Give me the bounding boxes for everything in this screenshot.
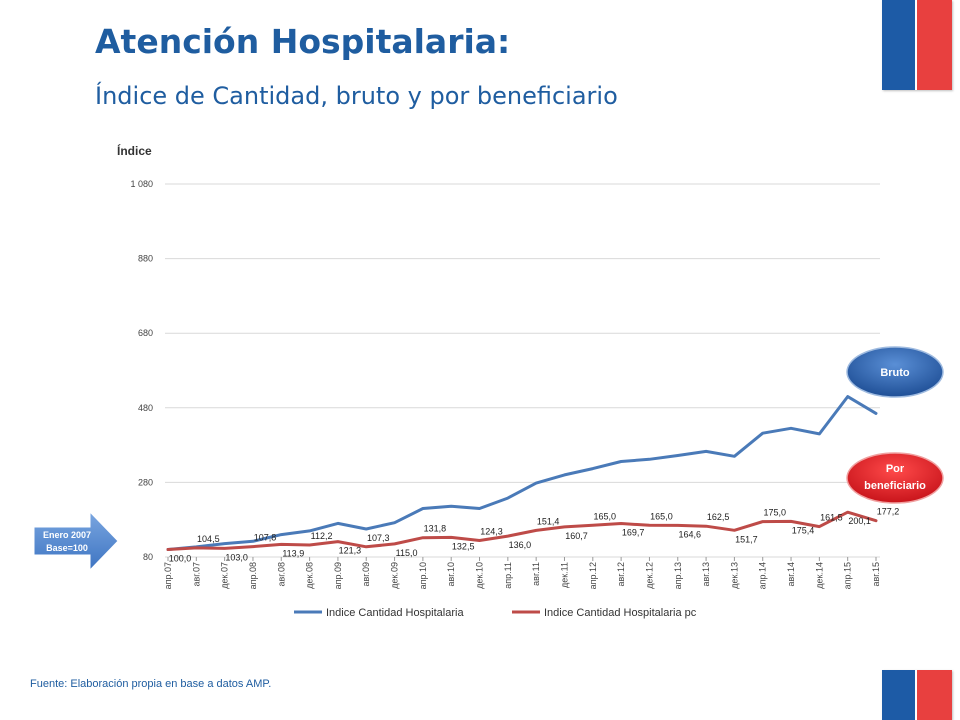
por-beneficiario-callout-line1: Por bbox=[886, 463, 905, 475]
data-label: 162,5 bbox=[707, 512, 730, 522]
series-lines bbox=[166, 395, 878, 551]
bruto-callout: Bruto bbox=[846, 346, 944, 398]
por-beneficiario-callout-line2: beneficiario bbox=[864, 480, 926, 492]
data-label: 161,5 bbox=[820, 513, 843, 523]
data-label: 107,3 bbox=[367, 533, 390, 543]
x-tick-label: авг.15 bbox=[871, 562, 881, 586]
x-tick-label: дек.08 bbox=[305, 562, 315, 589]
data-label: 100,0 bbox=[169, 554, 192, 564]
data-label: 175,4 bbox=[792, 525, 815, 535]
data-label: 164,6 bbox=[678, 529, 701, 539]
x-tick-label: апр.09 bbox=[333, 562, 343, 589]
series-line-1 bbox=[166, 395, 878, 551]
x-tick-label: дек.13 bbox=[729, 562, 739, 589]
legend: Indice Cantidad Hospitalaria Indice Cant… bbox=[294, 607, 697, 619]
data-label: 151,7 bbox=[735, 534, 758, 544]
y-tick-label: 680 bbox=[138, 328, 153, 338]
x-tick-label: авг.11 bbox=[531, 562, 541, 586]
base-arrow-callout: Enero 2007 Base=100 bbox=[33, 510, 119, 572]
data-label: 165,0 bbox=[594, 511, 617, 521]
chile-flag-bottom-logo bbox=[882, 670, 952, 720]
x-tick-label: авг.12 bbox=[616, 562, 626, 586]
x-tick-label: авг.14 bbox=[786, 562, 796, 586]
data-label: 165,0 bbox=[650, 511, 673, 521]
y-axis-title: Índice bbox=[117, 143, 152, 158]
x-tick-label: апр.11 bbox=[503, 562, 513, 589]
data-label: 169,7 bbox=[622, 528, 645, 538]
x-tick-label: апр.08 bbox=[248, 562, 258, 589]
data-label: 132,5 bbox=[452, 541, 475, 551]
data-label: 112,2 bbox=[311, 531, 333, 541]
source-note: Fuente: Elaboración propia en base a dat… bbox=[30, 678, 272, 690]
bruto-callout-label: Bruto bbox=[880, 367, 910, 379]
x-tick-label: апр.12 bbox=[588, 562, 598, 589]
y-tick-label: 80 bbox=[143, 552, 153, 562]
data-label: 200,1 bbox=[848, 516, 871, 526]
x-tick-label: апр.13 bbox=[673, 562, 683, 589]
x-tick-label: авг.08 bbox=[276, 562, 286, 586]
x-tick-label: авг.07 bbox=[191, 562, 201, 586]
y-tick-label: 280 bbox=[138, 477, 153, 487]
legend-label-1: Indice Cantidad Hospitalaria bbox=[326, 607, 464, 619]
x-tick-label: дек.07 bbox=[220, 562, 230, 589]
x-tick-label: апр.07 bbox=[163, 562, 173, 589]
data-label: 115,0 bbox=[396, 548, 418, 558]
por-beneficiario-callout: Por beneficiario bbox=[846, 452, 944, 504]
data-label: 104,5 bbox=[197, 534, 220, 544]
x-tick-label: апр.10 bbox=[418, 562, 428, 589]
chile-flag-top-logo bbox=[882, 0, 952, 90]
data-label: 177,2 bbox=[877, 507, 900, 517]
page-title: Atención Hospitalaria: bbox=[95, 22, 511, 61]
y-tick-label: 480 bbox=[138, 403, 153, 413]
data-label: 151,4 bbox=[537, 516, 560, 526]
data-label: 131,8 bbox=[424, 524, 447, 534]
x-tick-label: апр.14 bbox=[758, 562, 768, 589]
x-tick-label: авг.10 bbox=[446, 562, 456, 586]
base-arrow-line1: Enero 2007 bbox=[43, 530, 91, 540]
y-tick-label: 1 080 bbox=[130, 179, 153, 189]
data-label: 107,8 bbox=[254, 533, 277, 543]
y-tick-label: 880 bbox=[138, 254, 153, 264]
series-line-2 bbox=[166, 510, 878, 551]
data-label: 121,3 bbox=[339, 546, 362, 556]
base-arrow-line2: Base=100 bbox=[46, 543, 88, 553]
data-label: 124,3 bbox=[480, 526, 503, 536]
data-labels: 100,0 104,5 103,0 107,8 113,9 112,2 121,3 107,3… bbox=[169, 507, 900, 564]
x-tick-label: авг.09 bbox=[361, 562, 371, 586]
x-tick-label: апр.15 bbox=[843, 562, 853, 589]
x-tick-label: дек.14 bbox=[814, 562, 824, 589]
x-tick-label: дек.11 bbox=[559, 562, 569, 588]
x-tick-label: дек.09 bbox=[390, 562, 400, 589]
y-tick-labels: 80 280 480 680 880 1 080 bbox=[130, 179, 153, 562]
data-label: 113,9 bbox=[282, 548, 304, 558]
x-tick-label: дек.12 bbox=[644, 562, 654, 589]
grid-lines bbox=[165, 183, 880, 558]
page-subtitle: Índice de Cantidad, bruto y por benefici… bbox=[95, 82, 618, 110]
data-label: 160,7 bbox=[565, 531, 588, 541]
data-label: 136,0 bbox=[509, 540, 532, 550]
x-tick-label: дек.10 bbox=[475, 562, 485, 589]
legend-label-2: Indice Cantidad Hospitalaria pc bbox=[544, 607, 697, 619]
data-label: 175,0 bbox=[763, 508, 786, 518]
data-label: 103,0 bbox=[225, 552, 248, 562]
x-tick-labels: апр.07 авг.07 дек.07 апр.08 авг.08 дек.08 апр.… bbox=[163, 557, 881, 589]
x-tick-label: авг.13 bbox=[701, 562, 711, 586]
